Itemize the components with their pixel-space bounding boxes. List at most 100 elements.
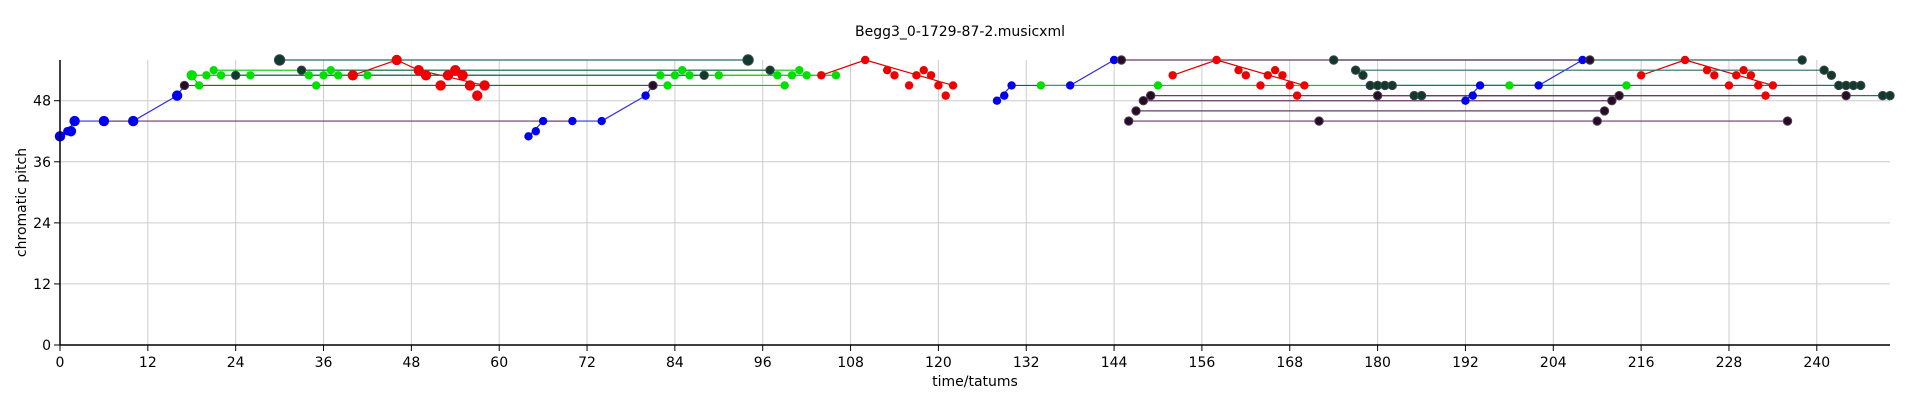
note-point: [1124, 116, 1134, 126]
x-tick-label: 156: [1189, 355, 1216, 371]
note-point: [98, 115, 110, 127]
note-point: [1278, 71, 1287, 80]
note-point: [1475, 81, 1485, 90]
note-point: [648, 80, 658, 91]
note-point: [1350, 65, 1361, 75]
x-tick-label: 108: [837, 355, 864, 371]
note-point: [296, 65, 307, 75]
note-point: [699, 70, 709, 80]
y-tick-label: 36: [33, 155, 51, 171]
note-point: [1826, 70, 1837, 80]
note-point: [1168, 71, 1177, 80]
note-point: [773, 71, 782, 80]
y-tick-label: 48: [33, 94, 51, 110]
x-tick-label: 0: [56, 355, 65, 371]
note-point: [1461, 96, 1470, 105]
note-point: [1036, 81, 1046, 90]
note-point: [1739, 65, 1748, 75]
x-tick-label: 12: [139, 355, 157, 371]
note-point: [904, 81, 914, 90]
note-links: [59, 59, 1883, 137]
note-point: [882, 65, 892, 75]
note-point: [1241, 71, 1251, 80]
x-tick-label: 192: [1452, 355, 1479, 371]
note-point: [531, 127, 540, 136]
note-point: [363, 71, 372, 80]
note-link: [821, 59, 866, 76]
note-point: [714, 71, 723, 80]
note-point: [1358, 70, 1368, 80]
note-point: [1599, 106, 1610, 116]
note-link: [865, 59, 954, 87]
note-point: [1328, 55, 1339, 65]
note-point: [1505, 81, 1514, 90]
note-point: [1585, 55, 1595, 65]
x-tick-label: 36: [315, 355, 333, 371]
note-point: [442, 70, 454, 81]
note-point: [179, 80, 190, 91]
note-point: [216, 71, 226, 80]
x-tick-label: 180: [1364, 355, 1391, 371]
note-point: [941, 91, 950, 100]
note-point: [1732, 71, 1741, 80]
note-link: [601, 95, 646, 122]
x-tick-label: 240: [1803, 355, 1830, 371]
note-point: [787, 71, 797, 80]
note-point: [391, 54, 402, 66]
note-point: [992, 96, 1002, 105]
note-point: [802, 71, 811, 80]
note-point: [1153, 81, 1163, 90]
note-point: [524, 132, 533, 141]
note-link: [132, 95, 178, 122]
note-point: [1768, 81, 1778, 90]
note-link: [1684, 59, 1774, 87]
note-point: [1746, 71, 1756, 80]
note-point: [65, 126, 77, 137]
note-point: [457, 70, 468, 81]
note-point: [1702, 65, 1712, 75]
chart-title: Begg3_0-1729-87-2.musicxml: [855, 24, 1065, 40]
note-point: [1468, 91, 1477, 100]
note-point: [1256, 81, 1265, 90]
note-point: [186, 70, 197, 81]
note-point: [568, 116, 577, 126]
note-point: [1578, 55, 1587, 65]
note-point: [304, 71, 314, 80]
note-point: [1416, 90, 1427, 101]
note-link: [352, 59, 397, 76]
note-point: [128, 115, 139, 127]
note-point: [1138, 96, 1149, 106]
note-point: [1724, 81, 1734, 90]
note-point: [1710, 71, 1719, 80]
note-point: [1145, 90, 1156, 101]
note-point: [912, 71, 921, 80]
note-point: [194, 81, 204, 90]
note-point: [1131, 106, 1141, 116]
note-point: [420, 70, 432, 81]
x-tick-label: 216: [1628, 355, 1655, 371]
note-point: [670, 71, 680, 80]
x-tick-label: 84: [666, 355, 684, 371]
note-point: [1622, 81, 1631, 90]
x-axis-label: time/tatums: [932, 374, 1018, 390]
x-tick-label: 168: [1276, 355, 1303, 371]
note-point: [1614, 90, 1624, 101]
x-tick-label: 120: [925, 355, 952, 371]
note-point: [1841, 90, 1851, 101]
note-point: [171, 90, 183, 101]
note-point: [934, 81, 943, 90]
note-point: [347, 70, 358, 81]
note-point: [312, 81, 321, 90]
y-tick-label: 0: [42, 338, 51, 354]
note-point: [919, 65, 928, 75]
note-point: [663, 81, 672, 90]
x-tick-label: 144: [1101, 355, 1128, 371]
note-point: [1285, 81, 1294, 90]
note-point: [1636, 71, 1646, 80]
note-point: [1263, 71, 1273, 80]
x-tick-label: 72: [578, 355, 596, 371]
ticks: 0 12 24 36 48 60 72 84 96 108 120 132 144 156 168 180 19…: [33, 94, 1830, 371]
note-point: [765, 65, 775, 75]
note-point: [209, 65, 218, 75]
